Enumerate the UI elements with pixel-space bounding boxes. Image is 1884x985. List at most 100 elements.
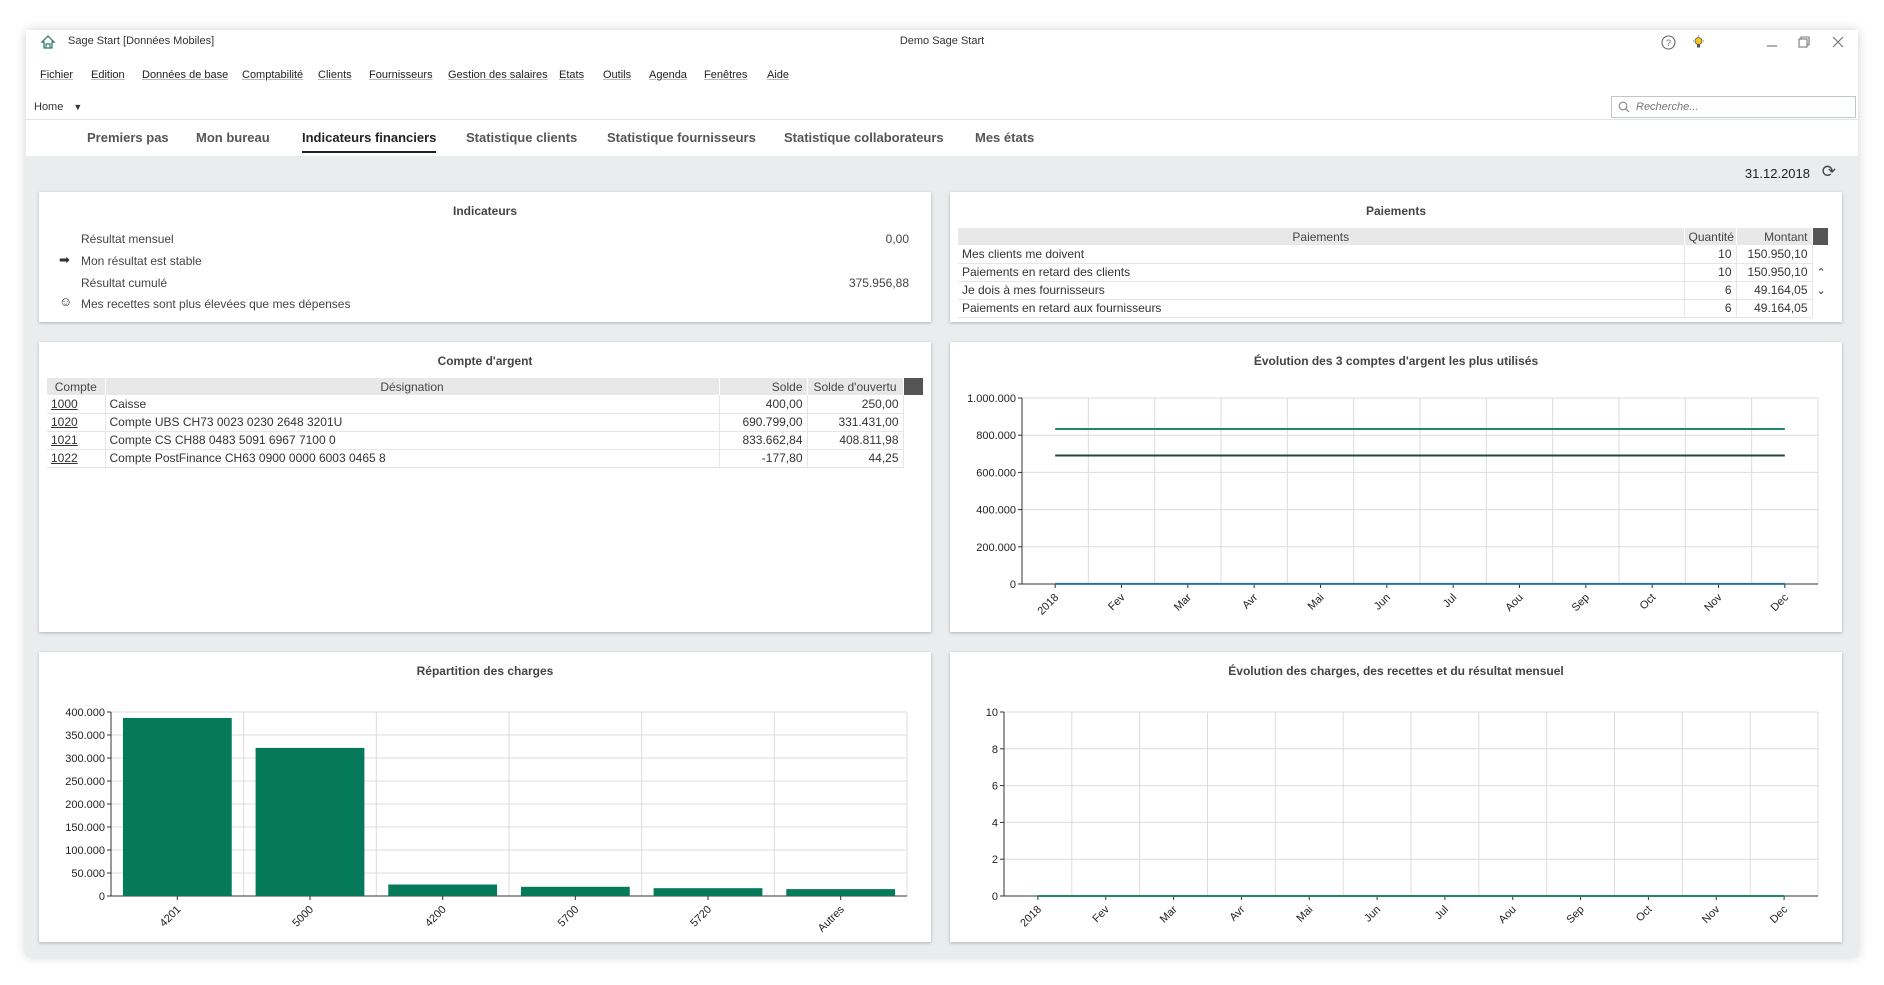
search-input[interactable]: [1636, 101, 1836, 113]
reference-date: 31.12.2018: [1744, 166, 1810, 181]
table-row[interactable]: 1021 Compte CS CH88 0483 5091 6967 7100 …: [47, 431, 923, 450]
y-tick-label: 0: [992, 891, 998, 903]
payment-quantity: 6: [1684, 281, 1737, 300]
indicator-row: Résultat cumulé 375.956,88: [81, 276, 909, 290]
y-tick-label: 400.000: [976, 505, 1016, 517]
chevron-up-icon[interactable]: ⌃: [1816, 266, 1826, 279]
column-header[interactable]: Paiements: [958, 228, 1685, 245]
table-row[interactable]: Paiements en retard des clients 10 150.9…: [958, 263, 1828, 282]
tab-statistique-clients[interactable]: Statistique clients: [466, 130, 578, 145]
indicateurs-panel: Indicateurs Résultat mensuel 0,00 ➡ Mon …: [39, 192, 931, 322]
column-chooser-button[interactable]: [903, 378, 924, 395]
indicator-label: Résultat cumulé: [81, 276, 168, 290]
menu-etats[interactable]: Etats: [559, 69, 585, 81]
x-tick-label: Nov: [1700, 903, 1723, 926]
restore-icon[interactable]: [1794, 32, 1814, 52]
menu-gestion-des-salaires[interactable]: Gestion des salaires: [448, 69, 548, 81]
menu-fenetres[interactable]: Fenêtres: [704, 69, 748, 81]
indicator-row: Mon résultat est stable: [81, 254, 909, 268]
menu-comptabilite[interactable]: Comptabilité: [242, 69, 304, 81]
x-tick-label: Nov: [1702, 591, 1725, 614]
search-box[interactable]: [1611, 96, 1856, 118]
menu-aide[interactable]: Aide: [767, 69, 790, 81]
bar: [122, 717, 232, 896]
menu-outils[interactable]: Outils: [603, 69, 632, 81]
account-number-link[interactable]: 1022: [47, 449, 106, 468]
x-tick-label: Sep: [1570, 592, 1592, 614]
chevron-down-icon[interactable]: ⌄: [1816, 284, 1826, 297]
x-tick-label: Mai: [1294, 904, 1315, 925]
menu-fournisseurs[interactable]: Fournisseurs: [369, 69, 433, 81]
table-row[interactable]: 1020 Compte UBS CH73 0023 0230 2648 3201…: [47, 413, 923, 432]
column-chooser-button[interactable]: [1812, 228, 1829, 245]
account-designation: Compte CS CH88 0483 5091 6967 7100 0: [105, 431, 720, 450]
payment-amount: 49.164,05: [1736, 299, 1813, 318]
account-designation: Caisse: [105, 395, 720, 414]
payment-label: Je dois à mes fournisseurs: [958, 281, 1685, 300]
evolution-comptes-chart: 0 200.000 400.000 600.000 800.000 1.000.000 20…: [967, 393, 1819, 617]
payment-amount: 150.950,10: [1736, 263, 1813, 282]
table-row[interactable]: Mes clients me doivent 10 150.950,10: [958, 245, 1828, 264]
payment-label: Mes clients me doivent: [958, 245, 1685, 264]
account-number-link[interactable]: 1020: [47, 413, 106, 432]
tab-statistique-collaborateurs[interactable]: Statistique collaborateurs: [784, 130, 944, 145]
tab-statistique-fournisseurs[interactable]: Statistique fournisseurs: [607, 130, 756, 145]
refresh-icon[interactable]: ⟳: [1821, 162, 1836, 181]
chart-title: Évolution des 3 comptes d'argent les plu…: [1253, 354, 1539, 368]
x-tick-label: Oct: [1638, 592, 1659, 613]
bar: [388, 884, 498, 896]
table-row[interactable]: Paiements en retard aux fournisseurs 6 4…: [958, 299, 1828, 318]
x-tick-label: Fev: [1106, 591, 1128, 613]
x-tick-label: 5000: [290, 904, 316, 930]
y-tick-label: 800.000: [976, 430, 1016, 442]
account-balance: 833.662,84: [719, 431, 808, 450]
x-tick-label: Mai: [1306, 592, 1327, 613]
home-dropdown[interactable]: Home ▼: [28, 96, 88, 118]
menu-agenda[interactable]: Agenda: [649, 69, 687, 81]
x-tick-label: 4201: [158, 904, 184, 930]
tab-premiers-pas[interactable]: Premiers pas: [87, 130, 169, 145]
column-header[interactable]: Solde: [719, 378, 808, 395]
minimize-icon[interactable]: [1762, 32, 1782, 52]
compte-argent-table: Compte Désignation Solde Solde d'ouvertu…: [47, 378, 924, 468]
y-tick-label: 0: [1010, 579, 1016, 591]
menu-fichier[interactable]: Fichier: [40, 69, 74, 81]
payment-label: Paiements en retard aux fournisseurs: [958, 299, 1685, 318]
tab-mes-etats[interactable]: Mes états: [975, 130, 1035, 145]
y-tick-label: 250.000: [65, 776, 105, 788]
payment-quantity: 10: [1684, 263, 1737, 282]
app-title: Sage Start [Données Mobiles]: [68, 35, 215, 47]
sage-house-icon: [40, 35, 56, 49]
column-header[interactable]: Solde d'ouvertu: [807, 378, 904, 395]
tab-indicateurs-financiers[interactable]: Indicateurs financiers: [302, 130, 437, 153]
column-header[interactable]: Désignation: [105, 378, 720, 395]
paiements-title: Paiements: [1365, 204, 1427, 218]
table-row[interactable]: 1000 Caisse 400,00 250,00: [47, 395, 923, 414]
lightbulb-icon[interactable]: [1688, 32, 1708, 52]
y-tick-label: 10: [986, 707, 998, 719]
payment-amount: 49.164,05: [1736, 281, 1813, 300]
menu-donnees-de-base[interactable]: Données de base: [142, 69, 229, 81]
menu-clients[interactable]: Clients: [318, 69, 352, 81]
account-number-link[interactable]: 1000: [47, 395, 106, 414]
evolution-charges-chart: 0 2 4 6 8 10 2018 Fev Mar Avr Mai Jun Jul Aou Sep Oct No…: [986, 707, 1819, 929]
account-balance: 400,00: [719, 395, 808, 414]
help-icon[interactable]: ?: [1658, 32, 1678, 52]
close-icon[interactable]: [1828, 32, 1848, 52]
account-designation: Compte UBS CH73 0023 0230 2648 3201U: [105, 413, 720, 432]
smiley-icon: ☺: [59, 294, 73, 309]
account-number-link[interactable]: 1021: [47, 431, 106, 450]
y-tick-label: 350.000: [65, 730, 105, 742]
y-tick-label: 200.000: [976, 542, 1016, 554]
tab-mon-bureau[interactable]: Mon bureau: [196, 130, 270, 145]
app-window: Sage Start [Données Mobiles] Demo Sage S…: [26, 30, 1858, 957]
x-tick-label: Jul: [1441, 592, 1459, 610]
column-header[interactable]: Montant: [1736, 228, 1813, 245]
scroll-up-icon[interactable]: [1812, 245, 1828, 263]
dropdown-arrow-icon: ▼: [73, 102, 83, 112]
table-row[interactable]: 1022 Compte PostFinance CH63 0900 0000 6…: [47, 449, 923, 468]
table-row[interactable]: Je dois à mes fournisseurs 6 49.164,05 ⌄: [958, 281, 1828, 300]
column-header[interactable]: Compte: [47, 378, 106, 395]
menu-edition[interactable]: Edition: [91, 69, 125, 81]
column-header[interactable]: Quantité: [1684, 228, 1737, 245]
